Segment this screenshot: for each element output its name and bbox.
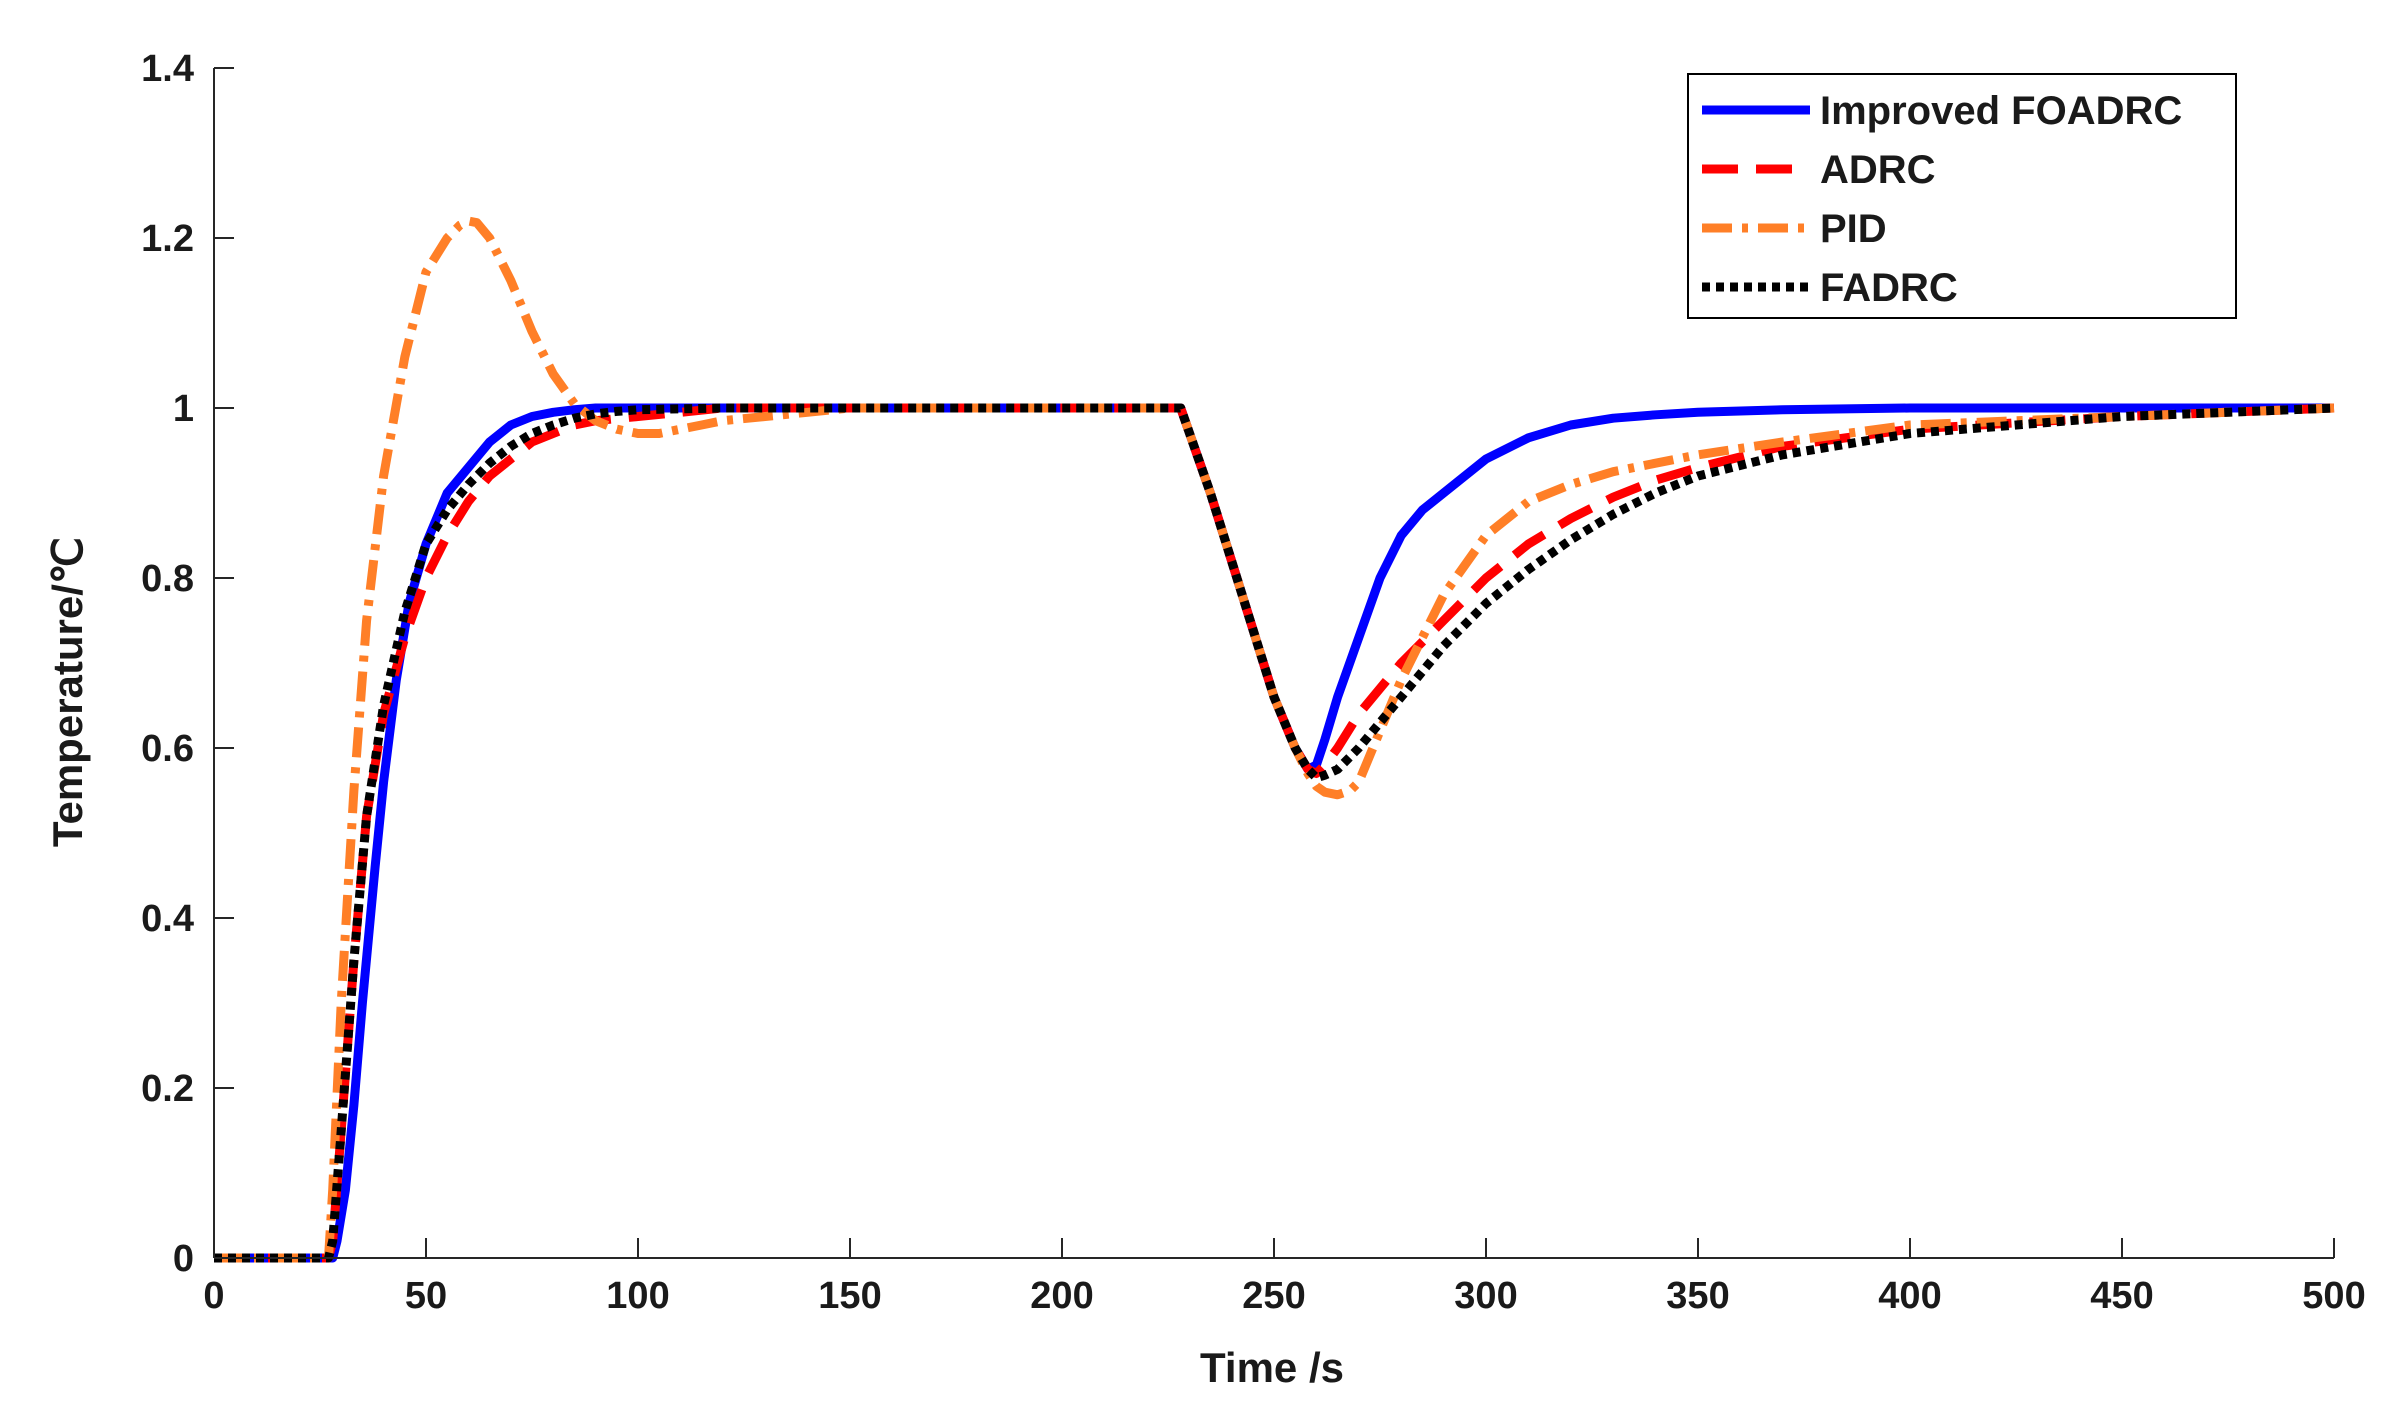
x-tick-label: 300 (1454, 1275, 1517, 1317)
series-layer (214, 216, 2335, 1263)
y-tick-label: 1.2 (141, 218, 194, 260)
x-tick-label: 250 (1242, 1275, 1305, 1317)
legend-box (1687, 73, 2237, 319)
x-tick-label: 400 (1878, 1275, 1941, 1317)
y-tick-label: 0.2 (141, 1068, 194, 1110)
series-line-pid (214, 216, 2335, 1263)
tick-layer: 0 50 100 150 200 250 300 350 400 450 500 0 0.2 0.4 0.6… (141, 48, 2366, 1317)
x-tick-label: 450 (2090, 1275, 2153, 1317)
x-tick-label: 200 (1030, 1275, 1093, 1317)
legend-label-pid: PID (1820, 207, 1887, 251)
x-axis-title: Time /s (1200, 1344, 1344, 1391)
y-tick-label: 0 (173, 1238, 194, 1280)
legend: Improved FOADRC ADRC PID FADRC (1687, 73, 2237, 319)
y-axis-title: Temperature/℃ (44, 537, 91, 847)
x-tick-label: 350 (1666, 1275, 1729, 1317)
x-tick-label: 100 (606, 1275, 669, 1317)
series-line-fadrc (214, 403, 2335, 1263)
x-tick-label: 0 (203, 1275, 224, 1317)
y-tick-label: 1.4 (141, 48, 194, 90)
x-tick-label: 50 (405, 1275, 447, 1317)
x-tick-label: 150 (818, 1275, 881, 1317)
legend-label-adrc: ADRC (1820, 148, 1936, 192)
y-tick-label: 1 (173, 388, 194, 430)
legend-label-improved-foadrc: Improved FOADRC (1820, 89, 2182, 133)
y-tick-label: 0.8 (141, 558, 194, 600)
y-tick-label: 0.4 (141, 898, 194, 940)
legend-label-fadrc: FADRC (1820, 266, 1958, 310)
x-tick-label: 500 (2302, 1275, 2365, 1317)
y-tick-label: 0.6 (141, 728, 194, 770)
